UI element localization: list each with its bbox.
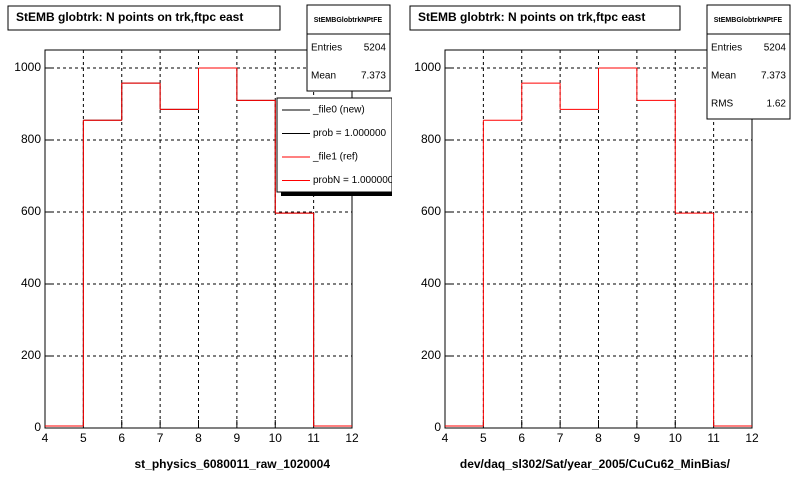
x-tick-label: 10 bbox=[269, 431, 283, 445]
x-tick-label: 4 bbox=[442, 431, 449, 445]
chart-title: StEMB globtrk: N points on trk,ftpc east bbox=[16, 10, 243, 24]
x-tick-label: 7 bbox=[557, 431, 564, 445]
stats-label: Mean bbox=[311, 71, 336, 82]
legend-label: _file1 (ref) bbox=[312, 152, 358, 163]
y-tick-label: 600 bbox=[421, 204, 441, 218]
x-tick-label: 5 bbox=[80, 431, 87, 445]
title-box bbox=[7, 5, 281, 31]
y-tick-label: 200 bbox=[21, 348, 41, 362]
y-tick-label: 200 bbox=[421, 348, 441, 362]
stats-value: 7.373 bbox=[361, 71, 386, 82]
y-tick-label: 0 bbox=[34, 420, 41, 434]
stats-label: Entries bbox=[311, 43, 342, 54]
legend-box bbox=[276, 97, 392, 193]
x-tick-label: 5 bbox=[480, 431, 487, 445]
x-tick-label: 6 bbox=[518, 431, 525, 445]
stats-label: RMS bbox=[711, 99, 734, 110]
stats-value: 5204 bbox=[364, 43, 387, 54]
y-tick-label: 600 bbox=[21, 204, 41, 218]
chart-title: StEMB globtrk: N points on trk,ftpc east bbox=[418, 10, 645, 24]
x-tick-label: 12 bbox=[745, 431, 759, 445]
x-tick-label: 8 bbox=[195, 431, 202, 445]
x-axis-label: dev/daq_sl302/Sat/year_2005/CuCu62_MinBi… bbox=[460, 457, 731, 471]
y-tick-label: 400 bbox=[421, 276, 441, 290]
x-tick-label: 8 bbox=[595, 431, 602, 445]
y-tick-label: 1000 bbox=[14, 60, 41, 74]
y-tick-label: 400 bbox=[21, 276, 41, 290]
stats-label: Mean bbox=[711, 71, 736, 82]
legend-label: _file0 (new) bbox=[312, 105, 365, 116]
y-tick-label: 800 bbox=[421, 132, 441, 146]
x-tick-label: 11 bbox=[707, 431, 720, 445]
x-tick-label: 4 bbox=[42, 431, 49, 445]
stats-value: 1.62 bbox=[767, 99, 787, 110]
stats-name: StEMBGlobtrkNPtFE bbox=[714, 17, 783, 24]
x-axis-label: st_physics_6080011_raw_1020004 bbox=[134, 457, 330, 471]
legend-label: probN = 1.000000 bbox=[313, 175, 394, 186]
x-tick-label: 6 bbox=[118, 431, 125, 445]
x-tick-label: 7 bbox=[157, 431, 164, 445]
x-tick-label: 12 bbox=[345, 431, 359, 445]
x-tick-label: 10 bbox=[669, 431, 683, 445]
legend: _file0 (new) prob = 1.000000 _file1 (ref) p… bbox=[276, 97, 394, 196]
stats-box bbox=[706, 4, 791, 120]
title-box bbox=[409, 5, 681, 31]
y-tick-label: 0 bbox=[434, 420, 441, 434]
x-tick-label: 9 bbox=[234, 431, 241, 445]
stats-box bbox=[306, 4, 391, 92]
legend-label: prob = 1.000000 bbox=[313, 128, 387, 139]
stats-name: StEMBGlobtrkNPtFE bbox=[314, 17, 383, 24]
stats-value: 7.373 bbox=[761, 71, 786, 82]
x-tick-label: 9 bbox=[634, 431, 641, 445]
y-tick-label: 1000 bbox=[414, 60, 441, 74]
stats-label: Entries bbox=[711, 43, 742, 54]
stats-value: 5204 bbox=[764, 43, 787, 54]
x-tick-label: 11 bbox=[307, 431, 320, 445]
y-tick-label: 800 bbox=[21, 132, 41, 146]
